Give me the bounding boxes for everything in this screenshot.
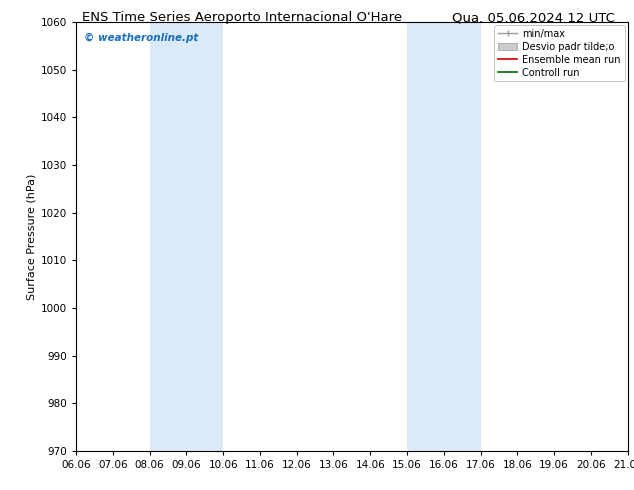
Text: Qua. 05.06.2024 12 UTC: Qua. 05.06.2024 12 UTC [452, 11, 615, 24]
Bar [407, 22, 481, 451]
Text: © weatheronline.pt: © weatheronline.pt [84, 33, 198, 43]
Bar [150, 22, 223, 451]
Text: ENS Time Series Aeroporto Internacional O'Hare: ENS Time Series Aeroporto Internacional … [82, 11, 403, 24]
Legend: min/max, Desvio padr tilde;o, Ensemble mean run, Controll run: min/max, Desvio padr tilde;o, Ensemble m… [494, 25, 624, 81]
Y-axis label: Surface Pressure (hPa): Surface Pressure (hPa) [27, 173, 37, 299]
